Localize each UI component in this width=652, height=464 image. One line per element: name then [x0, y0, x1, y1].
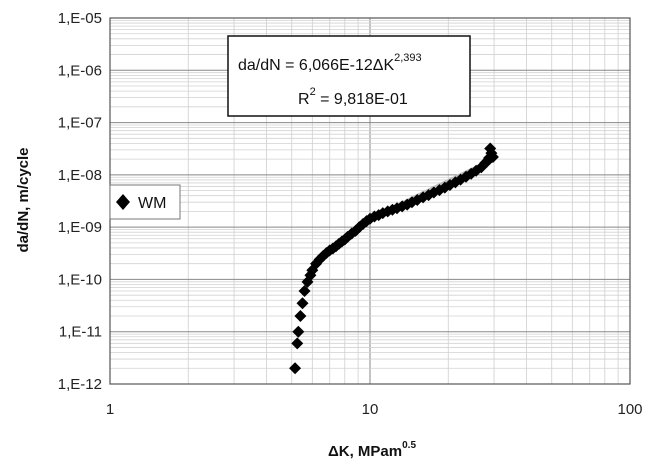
- fit-exponent: 2,393: [394, 52, 422, 64]
- data-point-diamond: [484, 142, 497, 155]
- legend: WM: [109, 184, 181, 220]
- data-point-diamond: [296, 297, 309, 310]
- fit-equation: da/dN = 6,066E-12ΔK2,393: [238, 52, 422, 74]
- y-tick-label: 1,E-09: [58, 219, 102, 236]
- delta-symbol: Δ: [373, 57, 384, 74]
- y-tick-label: 1,E-12: [58, 376, 102, 393]
- y-tick-label: 1,E-10: [58, 271, 102, 288]
- data-point-diamond: [292, 325, 305, 338]
- data-points: [289, 142, 499, 375]
- y-tick-label: 1,E-08: [58, 167, 102, 184]
- y-tick-label: 1,E-07: [58, 115, 102, 132]
- x-axis-title-main: ΔK, MPam: [328, 443, 402, 460]
- fit-equation-prefix: da/dN = 6,066E-12: [238, 57, 373, 74]
- data-point-diamond: [294, 309, 307, 322]
- x-tick-label: 10: [362, 401, 379, 418]
- y-tick-label: 1,E-06: [58, 62, 102, 79]
- x-axis-title-sup: 0.5: [402, 440, 416, 451]
- r-squared: R2 = 9,818E-01: [298, 86, 408, 108]
- data-point-diamond: [481, 155, 494, 168]
- legend-diamond-icon: [116, 194, 130, 210]
- data-point-diamond: [291, 337, 304, 350]
- y-axis-ticks: 1,E-12 1,E-11 1,E-10 1,E-09 1,E-08 1,E-07 1,E-…: [58, 10, 102, 393]
- equation-box-frame: [227, 35, 471, 117]
- data-point-diamond: [298, 285, 311, 298]
- y-tick-label: 1,E-11: [59, 324, 102, 341]
- legend-label: WM: [138, 195, 166, 212]
- r2-prefix: R: [298, 91, 310, 108]
- fit-variable: K: [383, 57, 394, 74]
- y-axis-title: da/dN, m/cycle: [15, 147, 32, 252]
- y-tick-label: 1,E-05: [58, 10, 102, 27]
- r2-value: = 9,818E-01: [316, 91, 408, 108]
- x-axis-ticks: 1 10 100: [106, 401, 643, 418]
- x-tick-label: 100: [617, 401, 642, 418]
- x-tick-label: 1: [106, 401, 114, 418]
- x-axis-title: ΔK, MPam0.5: [328, 440, 416, 460]
- r2-superscript: 2: [310, 86, 316, 98]
- fit-equation-box: da/dN = 6,066E-12ΔK2,393 R2 = 9,818E-01: [227, 35, 471, 117]
- data-point-diamond: [289, 362, 302, 375]
